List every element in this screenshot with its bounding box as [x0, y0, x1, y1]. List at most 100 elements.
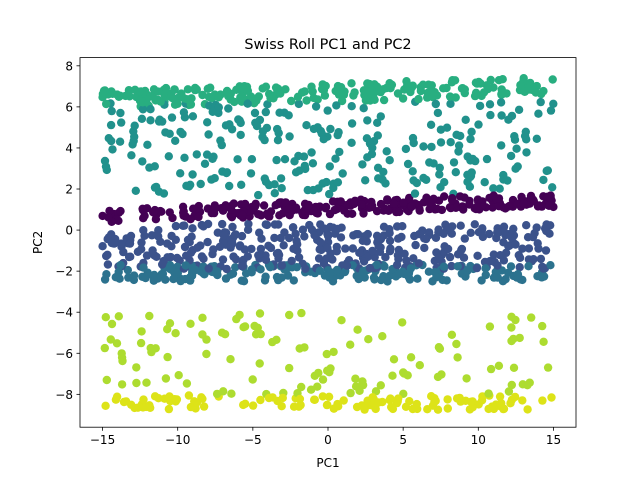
- data-point: [217, 140, 226, 150]
- data-point: [424, 267, 434, 276]
- data-point: [309, 124, 319, 134]
- data-point: [100, 343, 110, 353]
- data-point: [289, 223, 298, 232]
- data-point: [224, 104, 233, 113]
- data-point: [229, 199, 238, 208]
- data-point: [452, 130, 461, 139]
- data-point: [393, 89, 403, 98]
- data-point: [522, 221, 531, 230]
- data-point: [466, 228, 475, 237]
- data-point: [363, 116, 372, 125]
- data-point: [271, 83, 281, 92]
- data-point: [326, 124, 335, 134]
- data-point: [438, 275, 447, 285]
- data-point: [129, 275, 139, 285]
- data-point: [196, 179, 205, 189]
- data-point: [413, 274, 422, 283]
- data-point: [410, 189, 420, 198]
- data-point: [150, 205, 160, 215]
- data-point: [547, 393, 556, 402]
- data-point: [135, 96, 145, 105]
- data-point: [543, 363, 553, 372]
- data-point: [538, 396, 547, 405]
- data-point: [374, 398, 383, 407]
- data-point: [404, 272, 413, 282]
- data-point: [204, 130, 213, 139]
- y-tick-label: −6: [55, 347, 73, 361]
- data-point: [270, 189, 279, 198]
- data-point: [310, 231, 319, 240]
- data-point: [420, 234, 429, 243]
- data-point: [468, 154, 477, 164]
- data-point: [199, 254, 208, 263]
- data-point: [440, 192, 449, 201]
- data-point: [285, 132, 294, 141]
- data-point: [101, 313, 111, 322]
- data-point: [156, 237, 165, 246]
- data-point: [107, 106, 116, 116]
- data-point: [263, 100, 272, 109]
- data-point: [259, 201, 269, 210]
- data-point: [542, 226, 551, 236]
- data-point: [321, 202, 331, 212]
- data-point: [401, 402, 411, 411]
- data-point: [528, 232, 538, 242]
- data-point: [538, 321, 547, 331]
- data-point: [499, 175, 508, 184]
- data-point: [186, 100, 196, 109]
- data-point: [517, 192, 526, 202]
- data-point: [347, 79, 356, 88]
- data-point: [361, 96, 371, 105]
- data-point: [191, 265, 200, 275]
- data-point: [248, 375, 257, 384]
- data-point: [318, 392, 327, 401]
- data-point: [449, 158, 459, 167]
- data-point: [324, 392, 334, 401]
- data-point: [251, 330, 261, 339]
- data-point: [472, 202, 482, 212]
- data-point: [290, 157, 299, 166]
- data-point: [136, 338, 146, 348]
- data-point: [507, 312, 516, 321]
- data-point: [368, 143, 377, 152]
- data-point: [467, 127, 476, 136]
- data-point: [358, 377, 367, 386]
- x-tick-label: −15: [90, 433, 115, 447]
- data-point: [105, 206, 114, 216]
- data-point: [200, 159, 210, 168]
- data-point: [139, 395, 148, 404]
- data-point: [278, 393, 287, 403]
- data-point: [518, 244, 527, 253]
- data-point: [325, 189, 334, 199]
- data-point: [447, 261, 456, 271]
- data-point: [489, 184, 498, 193]
- y-tick-label: 8: [65, 59, 73, 73]
- data-point: [432, 273, 441, 282]
- data-point: [328, 255, 337, 264]
- data-point: [206, 83, 215, 92]
- data-point: [117, 349, 126, 358]
- data-point: [372, 260, 381, 270]
- data-point: [285, 310, 294, 320]
- data-point: [348, 244, 357, 253]
- data-point: [323, 106, 332, 115]
- data-point: [311, 102, 321, 111]
- data-point: [515, 333, 524, 343]
- data-point: [506, 151, 516, 161]
- data-point: [130, 132, 139, 141]
- data-point: [361, 176, 370, 185]
- data-point: [395, 207, 404, 217]
- data-point: [433, 204, 442, 214]
- data-point: [489, 404, 499, 414]
- data-point: [305, 220, 314, 230]
- data-point: [192, 85, 201, 94]
- data-point: [340, 267, 350, 277]
- data-point: [478, 224, 487, 233]
- data-point: [418, 80, 428, 89]
- data-point: [481, 270, 490, 280]
- data-point: [222, 168, 232, 177]
- data-point: [380, 262, 389, 271]
- data-point: [243, 86, 253, 96]
- data-point: [363, 229, 372, 239]
- data-point: [169, 274, 178, 284]
